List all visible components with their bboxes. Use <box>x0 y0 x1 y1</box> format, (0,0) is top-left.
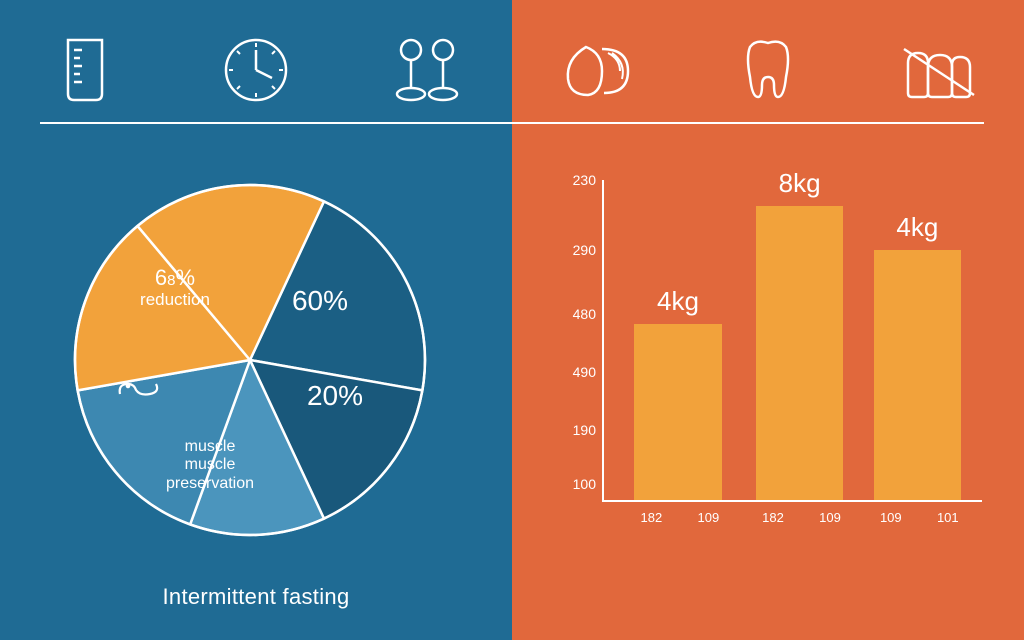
infographic-canvas: 60% 20%musclemusclepreservation 68%reducti… <box>0 0 1024 640</box>
bar-chart: 230 290 480 490 190 100 182 109 182 109 109 101 4k… <box>560 170 990 570</box>
x-tick-label: 182 <box>762 510 784 525</box>
bar <box>756 206 843 500</box>
bar-value-label: 4kg <box>618 286 738 317</box>
bar <box>874 250 961 500</box>
pawns-icon <box>341 28 512 112</box>
pie-slice-label: musclemusclepreservation <box>150 438 270 493</box>
y-tick-label: 480 <box>560 306 596 322</box>
almond-icon <box>512 28 683 112</box>
x-axis <box>602 500 982 502</box>
y-tick-label: 490 <box>560 364 596 380</box>
x-tick-label: 182 <box>641 510 663 525</box>
x-tick-label: 109 <box>698 510 720 525</box>
mouse-icon <box>116 374 168 407</box>
bar <box>634 324 721 500</box>
bar-value-label: 4kg <box>857 212 977 243</box>
bags-icon <box>853 28 1024 112</box>
tooth-icon <box>683 28 854 112</box>
header-divider <box>40 122 984 124</box>
bar-value-label: 8kg <box>740 168 860 199</box>
pie-slice-label: 68%reduction <box>125 265 225 310</box>
clock-icon <box>171 28 342 112</box>
y-tick-label: 230 <box>560 172 596 188</box>
x-tick-label: 109 <box>880 510 902 525</box>
pie-chart: 60% 20%musclemusclepreservation 68%reducti… <box>60 170 440 550</box>
pie-slice-label: 60% <box>260 285 380 317</box>
icon-row <box>0 28 1024 112</box>
pie-slice-label: 20% <box>275 380 395 412</box>
cup-icon <box>0 28 171 112</box>
y-tick-label: 100 <box>560 476 596 492</box>
y-tick-label: 190 <box>560 422 596 438</box>
pie-caption: Intermittent fasting <box>0 584 512 610</box>
y-tick-label: 290 <box>560 242 596 258</box>
x-tick-label: 109 <box>819 510 841 525</box>
x-tick-label: 101 <box>937 510 959 525</box>
